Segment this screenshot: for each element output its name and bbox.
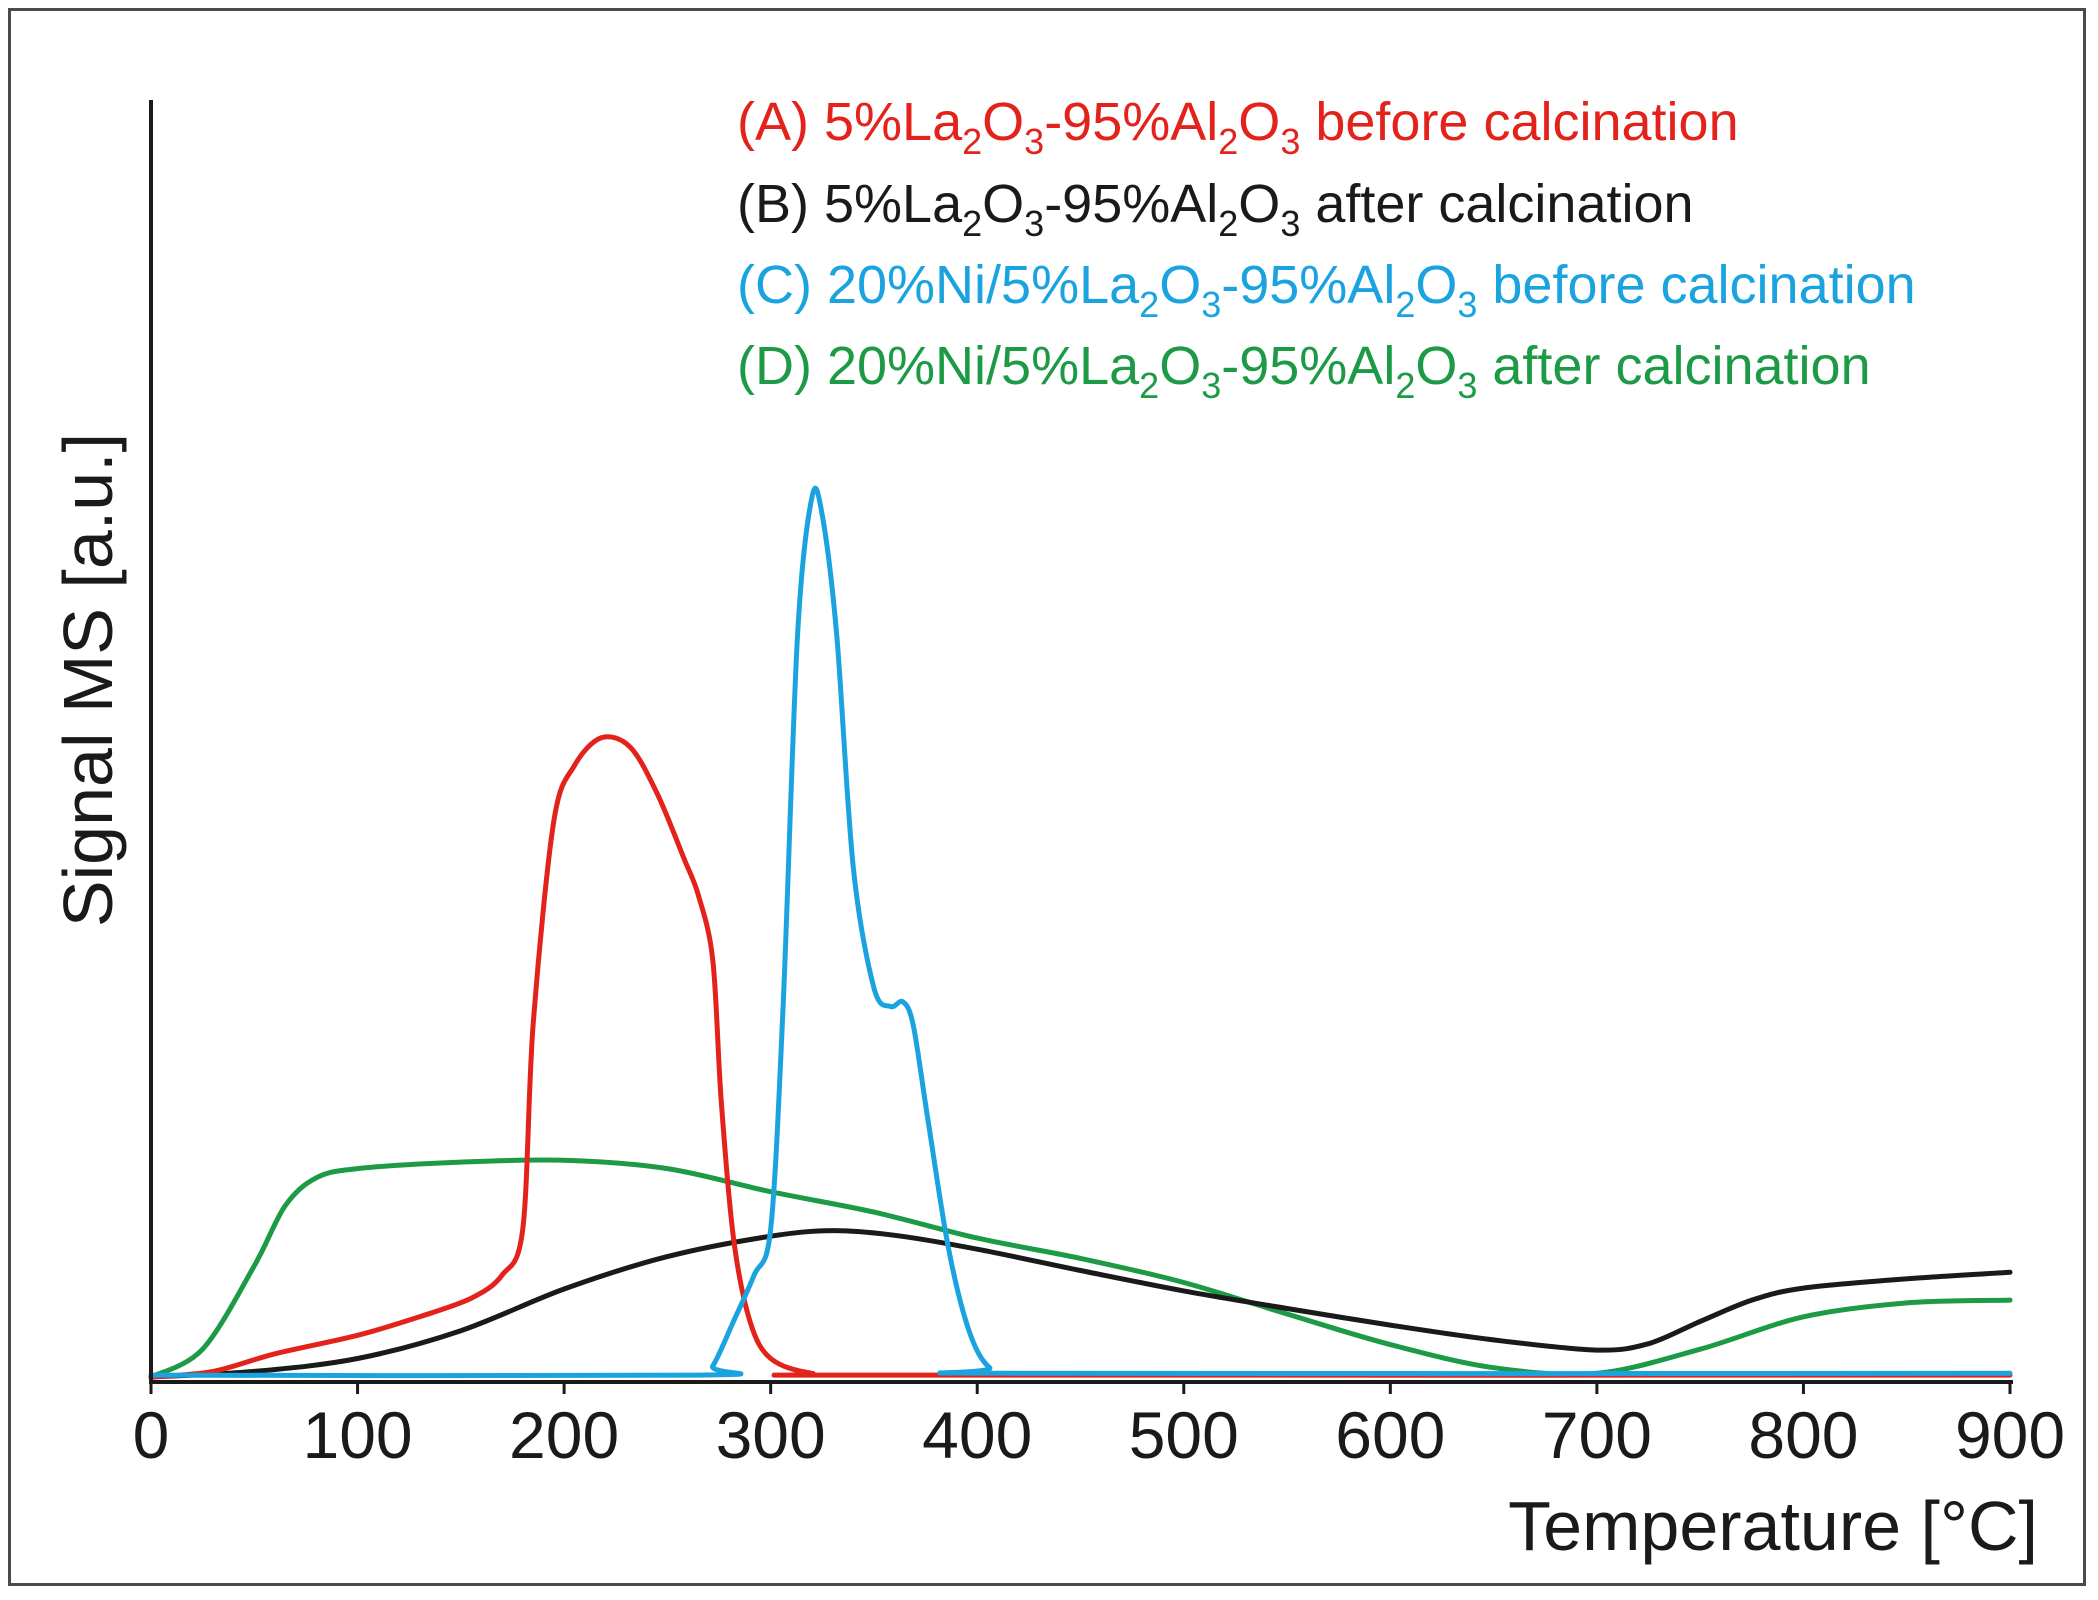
legend-label-part: O bbox=[1159, 336, 1201, 396]
x-axis-ticks: 0 100 200 300 400 500 600 700 800 900 bbox=[133, 1382, 2065, 1472]
legend-label-part: O bbox=[982, 92, 1024, 152]
legend-entry-d: (D) 20%Ni/5%La2O3-95%Al2O3 after calcina… bbox=[737, 336, 1871, 406]
legend-label-part: before calcination bbox=[1477, 255, 1915, 315]
series-lines bbox=[148, 486, 2013, 1380]
legend-label-part: after calcination bbox=[1300, 174, 1693, 234]
legend-label-part: -95%Al bbox=[1044, 92, 1218, 152]
legend-label-part: O bbox=[1415, 336, 1457, 396]
x-tick-label: 0 bbox=[133, 1398, 170, 1472]
legend-subscript: 2 bbox=[1139, 284, 1159, 325]
legend-label-part: before calcination bbox=[1300, 92, 1738, 152]
legend-label-part: -95%Al bbox=[1044, 174, 1218, 234]
legend-subscript: 3 bbox=[1280, 203, 1300, 244]
x-tick-label: 300 bbox=[716, 1398, 826, 1472]
legend-subscript: 2 bbox=[1395, 284, 1415, 325]
legend-label-part: O bbox=[1159, 255, 1201, 315]
series-line-c bbox=[148, 486, 2013, 1379]
legend-subscript: 3 bbox=[1024, 203, 1044, 244]
legend-label-part: -95%Al bbox=[1221, 255, 1395, 315]
x-axis-title: Temperature [°C] bbox=[1508, 1487, 2038, 1565]
x-tick-label: 100 bbox=[302, 1398, 412, 1472]
legend-subscript: 3 bbox=[1201, 284, 1221, 325]
legend: (A) 5%La2O3-95%Al2O3 before calcination(… bbox=[737, 92, 1916, 406]
legend-label-part: (A) 5%La bbox=[737, 92, 963, 152]
legend-subscript: 2 bbox=[962, 121, 982, 162]
legend-entry-b: (B) 5%La2O3-95%Al2O3 after calcination bbox=[737, 174, 1694, 244]
x-tick-label: 800 bbox=[1748, 1398, 1858, 1472]
legend-subscript: 3 bbox=[1024, 121, 1044, 162]
x-tick-label: 700 bbox=[1542, 1398, 1652, 1472]
legend-label-part: (B) 5%La bbox=[737, 174, 963, 234]
x-tick-label: 200 bbox=[509, 1398, 619, 1472]
x-tick-label: 900 bbox=[1955, 1398, 2065, 1472]
legend-label-part: (D) 20%Ni/5%La bbox=[737, 336, 1140, 396]
legend-subscript: 3 bbox=[1457, 284, 1477, 325]
x-tick-label: 600 bbox=[1335, 1398, 1445, 1472]
x-tick-label: 500 bbox=[1129, 1398, 1239, 1472]
legend-subscript: 2 bbox=[1218, 121, 1238, 162]
series-line-b bbox=[148, 1228, 2013, 1380]
legend-subscript: 2 bbox=[962, 203, 982, 244]
legend-label-part: O bbox=[1238, 174, 1280, 234]
legend-entry-c: (C) 20%Ni/5%La2O3-95%Al2O3 before calcin… bbox=[737, 255, 1916, 325]
legend-entry-a: (A) 5%La2O3-95%Al2O3 before calcination bbox=[737, 92, 1739, 162]
legend-subscript: 2 bbox=[1139, 365, 1159, 406]
y-axis-title: Signal MS [a.u.] bbox=[49, 433, 127, 927]
legend-subscript: 2 bbox=[1395, 365, 1415, 406]
legend-label-part: O bbox=[1238, 92, 1280, 152]
legend-label-part: O bbox=[1415, 255, 1457, 315]
legend-label-part: O bbox=[982, 174, 1024, 234]
legend-subscript: 3 bbox=[1201, 365, 1221, 406]
figure-frame bbox=[8, 8, 2086, 1586]
x-tick-label: 400 bbox=[922, 1398, 1032, 1472]
series-line-d bbox=[148, 1157, 2013, 1380]
legend-subscript: 3 bbox=[1457, 365, 1477, 406]
series-line-a bbox=[148, 734, 2013, 1380]
legend-label-part: -95%Al bbox=[1221, 336, 1395, 396]
legend-subscript: 3 bbox=[1280, 121, 1300, 162]
legend-subscript: 2 bbox=[1218, 203, 1238, 244]
legend-label-part: (C) 20%Ni/5%La bbox=[737, 255, 1140, 315]
legend-label-part: after calcination bbox=[1477, 336, 1870, 396]
